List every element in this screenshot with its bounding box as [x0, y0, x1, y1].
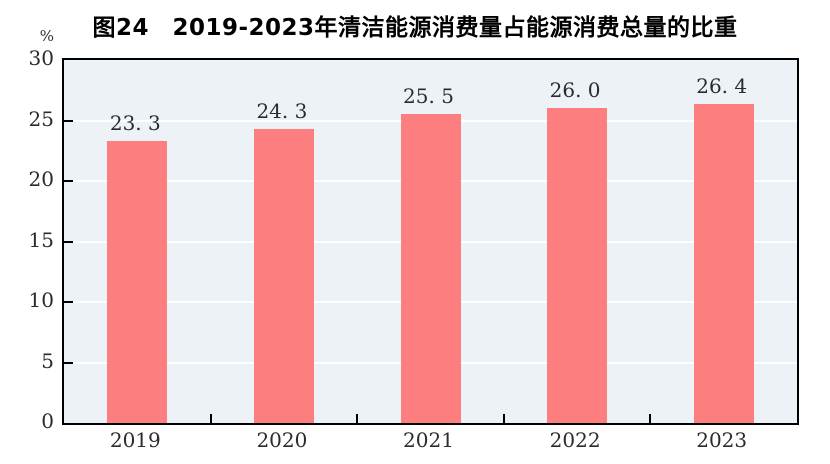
bar-value-label-2023: 26. 4 — [696, 73, 748, 98]
y-tick-label-10: 10 — [28, 288, 54, 312]
y-axis-tick — [64, 240, 73, 243]
y-tick-label-15: 15 — [28, 227, 54, 252]
y-axis-tick — [64, 301, 73, 303]
x-tick-label-2021: 2021 — [403, 428, 454, 452]
bar-2019 — [107, 141, 168, 423]
x-axis-tick — [502, 414, 505, 423]
x-tick-label-2022: 2022 — [549, 428, 601, 452]
bar-value-label-2021: 25. 5 — [403, 84, 454, 109]
x-tick-label-2023: 2023 — [696, 428, 748, 452]
y-tick-label-0: 0 — [41, 409, 54, 433]
x-axis-tick — [356, 414, 359, 423]
y-axis-tick — [64, 361, 73, 364]
bar-2021 — [400, 114, 461, 423]
plot-area — [62, 58, 799, 425]
bar-2023 — [693, 103, 754, 423]
bar-2020 — [253, 128, 314, 423]
y-tick-label-5: 5 — [41, 348, 54, 373]
chart-title: 图24 2019-2023年清洁能源消费量占能源消费总量的比重 — [92, 15, 738, 41]
x-tick-label-2019: 2019 — [109, 428, 161, 452]
bar-value-label-2020: 24. 3 — [256, 98, 308, 123]
x-axis-tick — [209, 414, 212, 423]
y-tick-label-30: 30 — [28, 46, 54, 70]
y-axis-tick — [64, 119, 73, 122]
bar-value-label-2022: 26. 0 — [549, 78, 601, 103]
y-axis-unit-label: % — [39, 27, 54, 45]
x-axis-tick — [649, 414, 652, 423]
bar-2022 — [547, 108, 608, 423]
y-axis-tick — [64, 180, 73, 182]
x-tick-label-2020: 2020 — [256, 428, 308, 452]
bar-value-label-2019: 23. 3 — [109, 111, 161, 136]
y-tick-label-20: 20 — [28, 167, 54, 191]
y-tick-label-25: 25 — [28, 106, 54, 131]
